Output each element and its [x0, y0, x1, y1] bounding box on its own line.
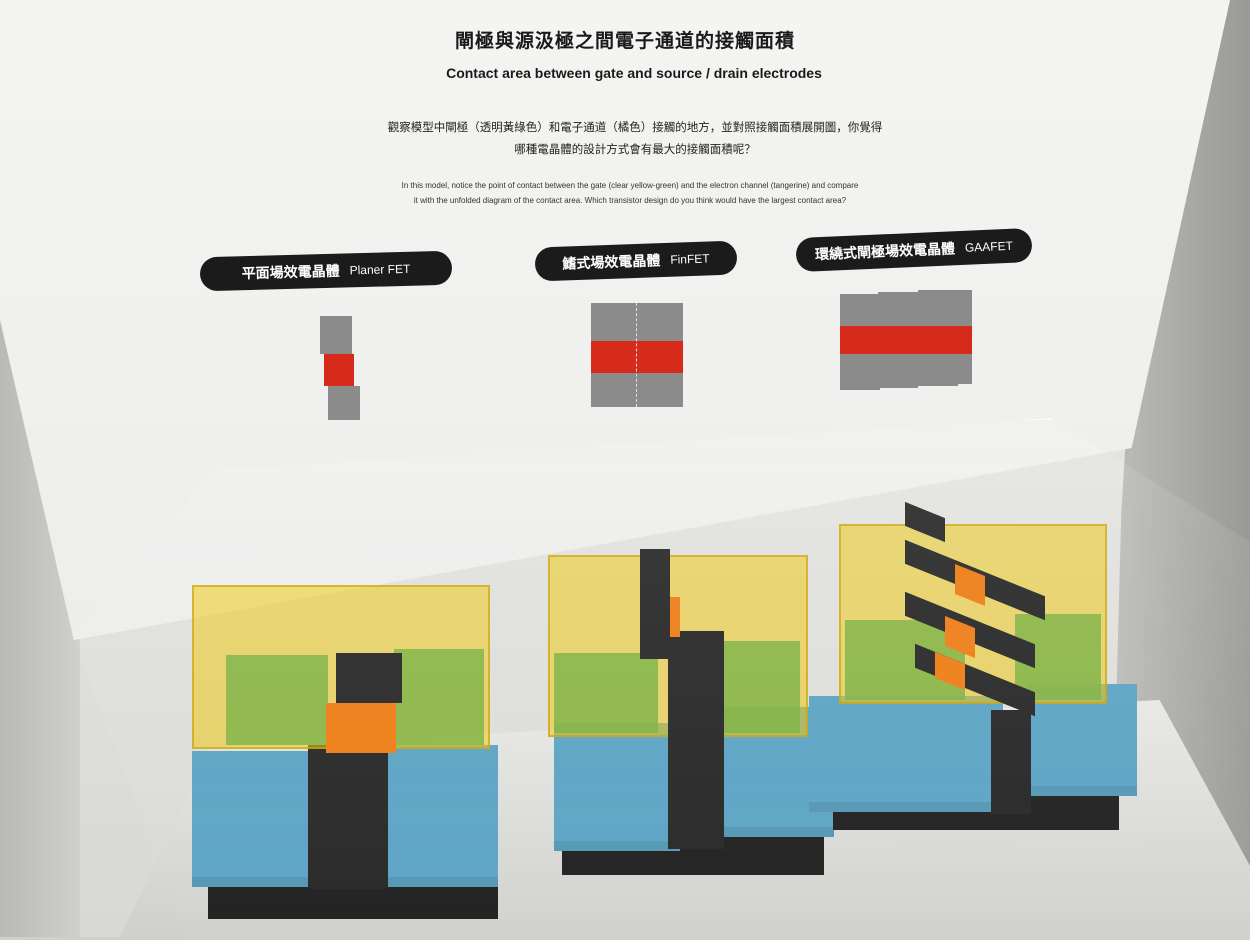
diagram-gaafet-red-band	[840, 326, 972, 354]
planar-drain-block	[386, 745, 498, 887]
label-finfet: 鰭式場效電晶體 FinFET	[534, 240, 738, 282]
diagram-finfet-gray-bottom	[591, 373, 683, 407]
diagram-planar-gray-bottom	[328, 386, 360, 420]
finfet-source-block	[554, 723, 680, 851]
label-finfet-en: FinFET	[670, 251, 710, 267]
description-zh: 觀察模型中閘極（透明黃綠色）和電子通道（橘色）接觸的地方，並對照接觸面積展開圖，…	[340, 116, 930, 160]
diagram-planar-red-band	[324, 354, 354, 386]
label-planar-fet-zh: 平面場效電晶體	[241, 263, 340, 283]
planar-left-green	[226, 655, 328, 745]
planar-source-block	[192, 751, 310, 887]
description-zh-line-2: 哪種電晶體的設計方式會有最大的接觸面積呢？	[514, 142, 756, 156]
gaafet-gate-stem	[991, 710, 1031, 814]
acrylic-display-case	[72, 418, 1250, 940]
diagram-gaafet	[838, 290, 974, 390]
planar-channel	[326, 703, 396, 753]
model-gaafet	[805, 501, 1145, 840]
label-gaafet-zh: 環繞式閘極場效電晶體	[814, 241, 956, 264]
description-en-line-2: it with the unfolded diagram of the cont…	[413, 196, 847, 205]
diagram-finfet	[591, 303, 683, 407]
panel-title-zh: 閘極與源汲極之間電子通道的接觸面積	[454, 30, 795, 52]
diagram-finfet-red-band	[591, 341, 683, 373]
planar-right-green	[394, 649, 484, 745]
description-en: In this model, notice the point of conta…	[370, 178, 890, 208]
model-finfet	[540, 545, 840, 885]
description-en-line-1: In this model, notice the point of conta…	[401, 181, 859, 190]
diagram-finfet-gray-top	[591, 303, 683, 341]
planar-gate-top	[336, 653, 402, 703]
panel-title-en: Contact area between gate and source / d…	[446, 65, 822, 81]
finfet-gate-wall	[668, 631, 724, 849]
label-gaafet-en: GAAFET	[964, 238, 1014, 255]
diagram-planar-gray-top	[320, 316, 352, 354]
planar-gate-stem	[308, 745, 388, 889]
description-zh-line-1: 觀察模型中閘極（透明黃綠色）和電子通道（橘色）接觸的地方，並對照接觸面積展開圖，…	[387, 120, 883, 134]
gaafet-source-block	[809, 696, 1003, 812]
finfet-gate-top	[640, 549, 670, 659]
label-planar-fet: 平面場效電晶體 Planer FET	[199, 250, 453, 292]
diagram-planar-fet	[320, 316, 362, 420]
label-planar-fet-en: Planer FET	[349, 261, 411, 278]
finfet-left-green	[554, 653, 658, 733]
model-planar-fet	[190, 565, 500, 925]
label-finfet-zh: 鰭式場效電晶體	[562, 253, 661, 273]
diagram-finfet-fold-line	[636, 303, 638, 407]
